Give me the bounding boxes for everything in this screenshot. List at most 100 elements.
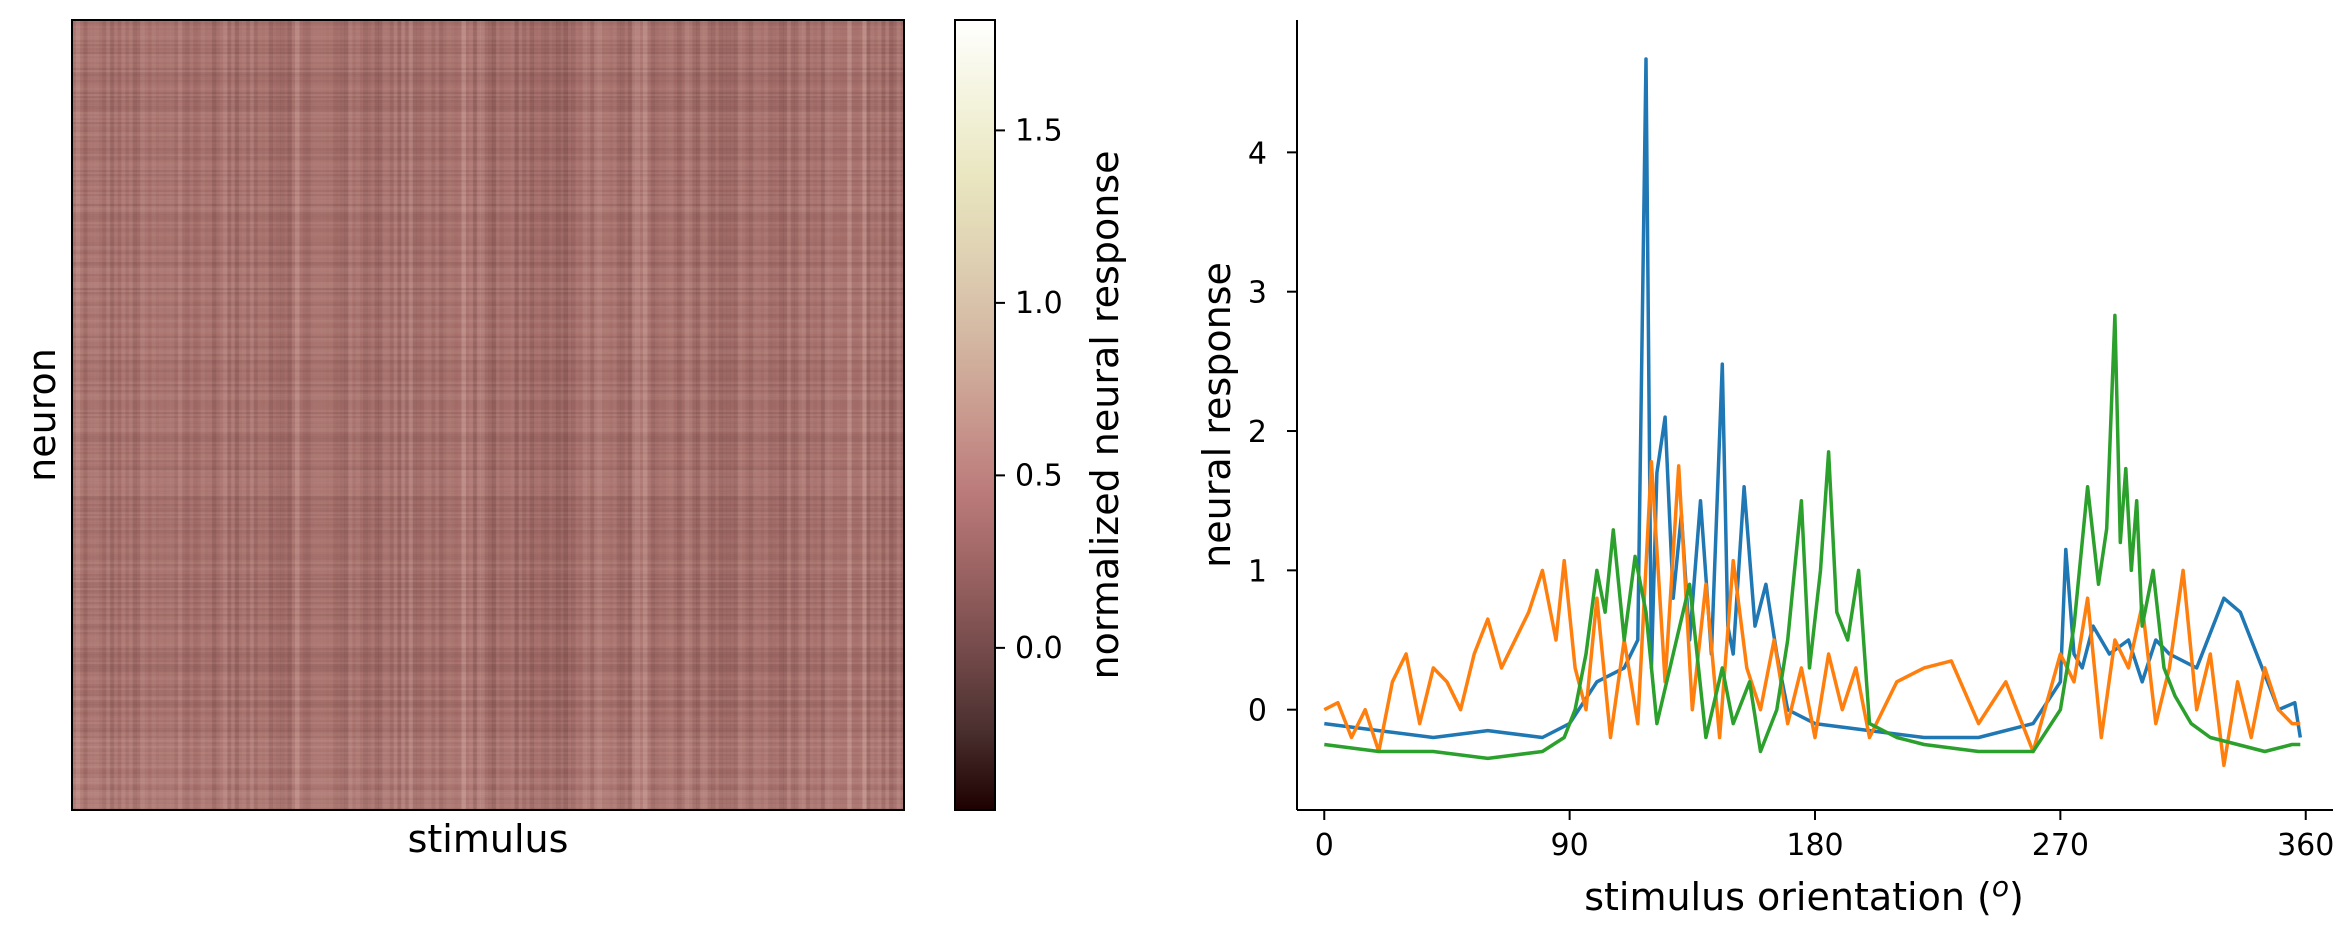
heatmap-column <box>669 20 674 810</box>
heatmap-row <box>72 586 904 589</box>
heatmap-row <box>72 64 904 67</box>
heatmap-row <box>72 212 904 214</box>
heatmap-column <box>726 20 731 810</box>
colorbar-ticks: 0.0 0.5 1.0 1.5 <box>995 113 1063 666</box>
heatmap-column <box>540 20 546 810</box>
heatmap-row <box>72 132 904 135</box>
line-series-group <box>1323 57 2303 768</box>
heatmap-row <box>72 214 904 217</box>
colorbar-tick-label: 1.5 <box>1015 113 1063 148</box>
heatmap-row <box>72 254 904 256</box>
heatmap-column <box>480 20 485 810</box>
heatmap-column <box>128 20 134 810</box>
heatmap-column <box>896 20 901 810</box>
heatmap-column <box>245 20 251 810</box>
heatmap-row <box>72 278 904 280</box>
heatmap-row <box>72 116 904 119</box>
heatmap-column <box>476 20 482 810</box>
heatmap-column <box>635 20 640 810</box>
x-tick-label: 360 <box>2277 828 2334 863</box>
heatmap-row <box>72 158 904 161</box>
heatmap-xlabel: stimulus <box>408 817 569 861</box>
heatmap-row <box>72 784 904 786</box>
heatmap-row <box>72 458 904 461</box>
heatmap-row <box>72 708 904 711</box>
heatmap-row <box>72 122 904 125</box>
heatmap-row <box>72 110 904 112</box>
heatmap-column <box>416 20 421 810</box>
heatmap-row <box>72 566 904 568</box>
heatmap-column <box>730 20 735 810</box>
heatmap-column <box>397 20 402 810</box>
y-tick-label: 3 <box>1248 276 1267 311</box>
heatmap-row <box>72 360 904 363</box>
heatmap-row <box>72 228 904 231</box>
heatmap-row <box>72 78 904 80</box>
heatmap-row <box>72 374 904 376</box>
heatmap-row <box>72 526 904 528</box>
heatmap-row <box>72 38 904 41</box>
heatmap-row <box>72 672 904 674</box>
heatmap-row <box>72 250 904 252</box>
heatmap-row <box>72 92 904 95</box>
heatmap-row <box>72 594 904 596</box>
heatmap-row <box>72 656 904 659</box>
heatmap-row <box>72 258 904 260</box>
heatmap-row <box>72 692 904 694</box>
heatmap-column <box>438 20 444 810</box>
heatmap-row <box>72 240 904 242</box>
heatmap-column <box>295 20 300 810</box>
heatmap-column <box>385 20 391 810</box>
heatmap-row <box>72 678 904 681</box>
heatmap-row <box>72 432 904 434</box>
heatmap-row <box>72 446 904 448</box>
heatmap-column <box>423 20 429 810</box>
x-tick-label: 0 <box>1315 828 1334 863</box>
heatmap-column <box>200 20 205 810</box>
heatmap-column <box>151 20 156 810</box>
heatmap-row <box>72 312 904 314</box>
heatmap-column <box>431 20 436 810</box>
heatmap-column <box>332 20 338 810</box>
heatmap-row <box>72 314 904 317</box>
heatmap-row <box>72 220 904 222</box>
heatmap-row <box>72 160 904 162</box>
heatmap-row <box>72 772 904 774</box>
heatmap-row <box>72 248 904 250</box>
heatmap-row <box>72 216 904 219</box>
heatmap-row <box>72 442 904 445</box>
heatmap-row <box>72 142 904 144</box>
heatmap-row <box>72 552 904 554</box>
heatmap-row <box>72 522 904 524</box>
heatmap-row <box>72 282 904 285</box>
heatmap-column <box>355 20 361 810</box>
heatmap-row <box>72 96 904 99</box>
heatmap-row <box>72 486 904 488</box>
heatmap-row <box>72 634 904 636</box>
heatmap-row <box>72 544 904 547</box>
heatmap-row <box>72 394 904 397</box>
heatmap-row <box>72 412 904 415</box>
heatmap-row <box>72 356 904 359</box>
heatmap-row <box>72 436 904 439</box>
heatmap-row <box>72 326 904 328</box>
heatmap-row <box>72 346 904 349</box>
heatmap-row <box>72 272 904 275</box>
heatmap-row <box>72 780 904 783</box>
heatmap-row <box>72 302 904 304</box>
heatmap-row <box>72 748 904 750</box>
heatmap-row <box>72 484 904 486</box>
heatmap-row <box>72 348 904 350</box>
heatmap-row <box>72 460 904 463</box>
heatmap-row <box>72 388 904 391</box>
heatmap-row <box>72 372 904 374</box>
heatmap-row <box>72 794 904 797</box>
heatmap-column <box>79 20 84 810</box>
heatmap-column <box>616 20 621 810</box>
heatmap-row <box>72 684 904 687</box>
line-ylabel: neural response <box>1195 262 1239 568</box>
heatmap-row <box>72 182 904 184</box>
heatmap-row <box>72 94 904 97</box>
heatmap-row <box>72 206 904 209</box>
heatmap-row <box>72 62 904 64</box>
